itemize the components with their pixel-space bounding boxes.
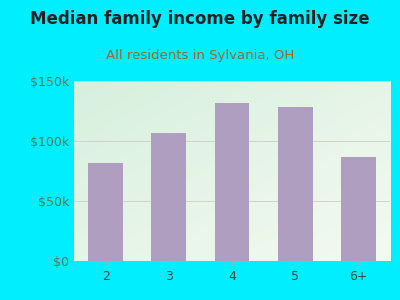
Text: Median family income by family size: Median family income by family size (30, 11, 370, 28)
Bar (152, 133, 186, 261)
Bar (215, 103, 249, 261)
Bar (278, 107, 312, 261)
Bar (88, 163, 123, 261)
Bar (341, 157, 376, 261)
Text: All residents in Sylvania, OH: All residents in Sylvania, OH (106, 50, 294, 62)
